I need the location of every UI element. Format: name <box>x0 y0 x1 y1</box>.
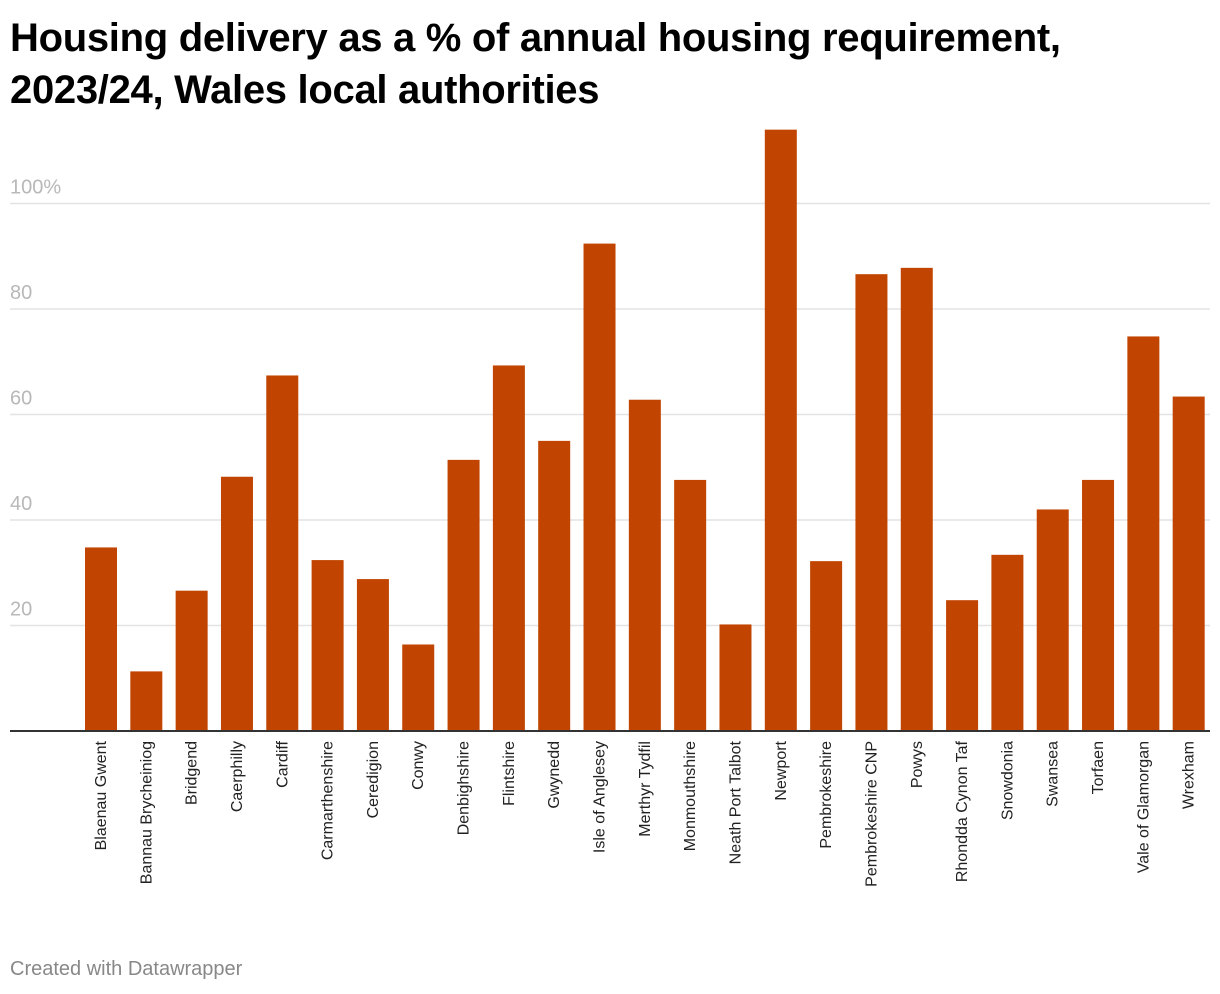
x-tick-label: Ceredigion <box>365 741 382 818</box>
bar-caerphilly[interactable] <box>220 476 253 731</box>
x-tick-label: Snowdonia <box>999 741 1016 820</box>
bar-blaenau-gwent[interactable] <box>85 547 117 731</box>
y-tick-label: 40 <box>10 493 32 515</box>
bar-carmarthenshire[interactable] <box>311 560 344 731</box>
x-tick-label: Rhondda Cynon Taf <box>954 740 971 882</box>
bar-conwy[interactable] <box>402 644 435 731</box>
x-tick-label: Conwy <box>410 741 427 790</box>
x-tick-label: Monmouthshire <box>682 741 699 851</box>
bar-isle-of-anglesey[interactable] <box>583 243 616 731</box>
x-tick-label: Cardiff <box>274 740 291 787</box>
x-tick-label: Powys <box>909 741 926 788</box>
x-tick-label: Merthyr Tydfil <box>637 741 654 837</box>
bar-wrexham[interactable] <box>1172 396 1205 731</box>
x-tick-label: Gwynedd <box>546 741 563 809</box>
bars <box>85 129 1205 731</box>
bar-flintshire[interactable] <box>492 365 525 731</box>
datawrapper-credit[interactable]: Created with Datawrapper <box>10 958 243 980</box>
bar-denbighshire[interactable] <box>447 459 480 731</box>
y-tick-label: 100% <box>10 177 61 199</box>
bar-merthyr-tydfil[interactable] <box>628 399 661 731</box>
bar-pembrokeshire-cnp[interactable] <box>855 274 888 731</box>
bar-ceredigion[interactable] <box>356 579 389 731</box>
bar-gwynedd[interactable] <box>538 440 571 731</box>
x-tick-label: Neath Port Talbot <box>727 740 744 864</box>
x-tick-label: Denbighshire <box>456 741 473 835</box>
x-tick-label: Wrexham <box>1181 741 1198 809</box>
x-tick-label: Bannau Brycheiniog <box>138 741 155 884</box>
bar-neath-port-talbot[interactable] <box>719 624 752 731</box>
bar-vale-of-glamorgan[interactable] <box>1127 336 1160 731</box>
bar-monmouthshire[interactable] <box>674 479 707 731</box>
x-tick-label: Bridgend <box>184 741 201 805</box>
x-tick-label: Pembrokeshire CNP <box>863 741 880 887</box>
bar-snowdonia[interactable] <box>991 554 1024 731</box>
x-tick-label: Torfaen <box>1090 741 1107 794</box>
y-tick-label: 20 <box>10 599 32 621</box>
x-tick-label: Caerphilly <box>229 741 246 812</box>
x-tick-label: Blaenau Gwent <box>93 740 110 850</box>
bar-bannau-brycheiniog[interactable] <box>130 671 163 731</box>
bar-cardiff[interactable] <box>266 375 299 731</box>
bar-powys[interactable] <box>900 267 933 731</box>
bar-torfaen[interactable] <box>1082 479 1115 731</box>
bar-newport[interactable] <box>764 129 797 731</box>
gridlines: 20 40 60 80 100% <box>10 177 1210 627</box>
y-tick-label: 60 <box>10 388 32 410</box>
x-tick-label: Flintshire <box>501 741 518 806</box>
category-labels: Blaenau Gwent Bannau Brycheiniog Bridgend C… <box>93 740 1198 886</box>
bar-swansea[interactable] <box>1036 509 1069 731</box>
bar-pembrokeshire[interactable] <box>810 561 843 731</box>
x-tick-label: Isle of Anglesey <box>592 741 609 853</box>
x-tick-label: Swansea <box>1045 741 1062 807</box>
chart-title: Housing delivery as a % of annual housin… <box>10 16 1061 112</box>
x-tick-label: Pembrokeshire <box>818 741 835 849</box>
x-tick-label: Vale of Glamorgan <box>1135 741 1152 873</box>
bar-bridgend[interactable] <box>175 590 208 731</box>
y-tick-label: 80 <box>10 282 32 304</box>
x-tick-label: Newport <box>773 740 790 800</box>
bar-rhondda-cynon-taf[interactable] <box>946 600 979 731</box>
x-tick-label: Carmarthenshire <box>320 741 337 860</box>
